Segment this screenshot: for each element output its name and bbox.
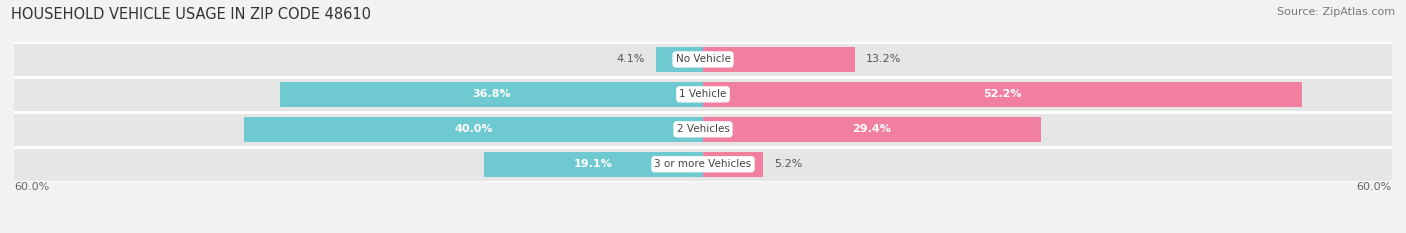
Text: 4.1%: 4.1%: [616, 55, 644, 64]
Bar: [703, 47, 855, 72]
Bar: [703, 117, 1040, 142]
Text: 1 Vehicle: 1 Vehicle: [679, 89, 727, 99]
Text: No Vehicle: No Vehicle: [675, 55, 731, 64]
Bar: [243, 117, 703, 142]
Bar: [484, 152, 703, 177]
Legend: Owner-occupied, Renter-occupied: Owner-occupied, Renter-occupied: [586, 230, 820, 233]
Text: 19.1%: 19.1%: [574, 159, 613, 169]
Bar: [14, 112, 1392, 147]
Text: 52.2%: 52.2%: [983, 89, 1022, 99]
Bar: [703, 82, 1302, 107]
Text: 3 or more Vehicles: 3 or more Vehicles: [654, 159, 752, 169]
Text: 60.0%: 60.0%: [1357, 182, 1392, 192]
Text: 2 Vehicles: 2 Vehicles: [676, 124, 730, 134]
Bar: [280, 82, 703, 107]
Bar: [14, 77, 1392, 112]
Text: 29.4%: 29.4%: [852, 124, 891, 134]
Bar: [703, 152, 762, 177]
Bar: [14, 42, 1392, 77]
Text: 60.0%: 60.0%: [14, 182, 49, 192]
Text: 36.8%: 36.8%: [472, 89, 510, 99]
Text: 5.2%: 5.2%: [775, 159, 803, 169]
Text: 40.0%: 40.0%: [454, 124, 492, 134]
Text: 13.2%: 13.2%: [866, 55, 901, 64]
Bar: [14, 147, 1392, 182]
Bar: [657, 47, 703, 72]
Text: Source: ZipAtlas.com: Source: ZipAtlas.com: [1277, 7, 1395, 17]
Text: HOUSEHOLD VEHICLE USAGE IN ZIP CODE 48610: HOUSEHOLD VEHICLE USAGE IN ZIP CODE 4861…: [11, 7, 371, 22]
